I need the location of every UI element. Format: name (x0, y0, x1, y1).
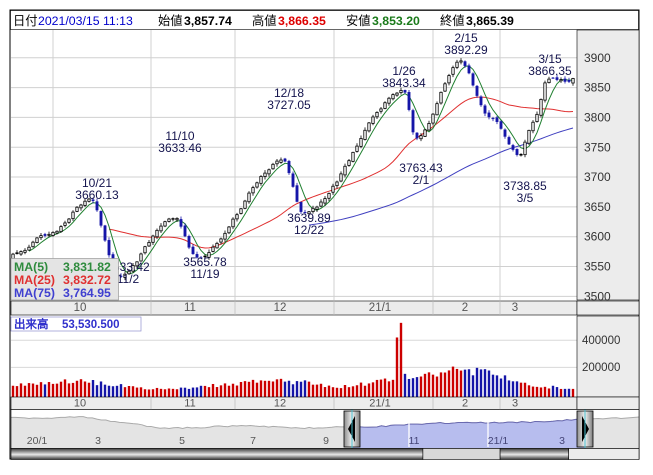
svg-text:12: 12 (274, 398, 286, 410)
svg-text:3: 3 (512, 398, 518, 410)
svg-text:3800: 3800 (584, 110, 611, 124)
svg-text:MA(75): MA(75) (14, 286, 55, 300)
svg-text:3892.29: 3892.29 (444, 43, 488, 57)
svg-text:3,866.35: 3,866.35 (278, 14, 326, 28)
svg-text:11: 11 (409, 435, 420, 447)
svg-text:始値: 始値 (158, 13, 183, 28)
svg-text:3727.05: 3727.05 (267, 98, 311, 112)
svg-text:7: 7 (250, 435, 256, 447)
svg-text:3,865.39: 3,865.39 (466, 14, 514, 28)
svg-text:3633.46: 3633.46 (158, 141, 202, 155)
svg-text:2: 2 (462, 302, 468, 314)
svg-text:出来高: 出来高 (14, 317, 49, 331)
svg-text:3: 3 (95, 435, 101, 447)
svg-text:3850: 3850 (584, 81, 611, 95)
svg-text:3700: 3700 (584, 170, 611, 184)
svg-text:3650: 3650 (584, 200, 611, 214)
svg-text:20/1: 20/1 (27, 435, 48, 447)
svg-text:MA(25): MA(25) (14, 273, 55, 287)
svg-text:3,853.20: 3,853.20 (372, 14, 420, 28)
svg-text:3750: 3750 (584, 140, 611, 154)
svg-text:11: 11 (184, 302, 196, 314)
svg-text:3660.13: 3660.13 (75, 188, 119, 202)
svg-text:21/1: 21/1 (369, 398, 390, 410)
svg-text:11/2: 11/2 (117, 272, 140, 286)
svg-text:10: 10 (74, 398, 86, 410)
svg-text:2/1: 2/1 (413, 173, 430, 187)
svg-text:11/19: 11/19 (190, 267, 219, 281)
svg-text:2: 2 (462, 398, 468, 410)
svg-text:11: 11 (184, 398, 195, 410)
svg-text:12: 12 (274, 302, 287, 314)
svg-text:3,831.82: 3,831.82 (63, 260, 111, 274)
svg-text:21/1: 21/1 (488, 435, 509, 447)
svg-text:終値: 終値 (440, 13, 465, 28)
svg-text:2021/03/15 11:13: 2021/03/15 11:13 (38, 14, 133, 28)
svg-text:3: 3 (512, 302, 518, 314)
svg-text:3600: 3600 (584, 230, 611, 244)
svg-text:3843.34: 3843.34 (382, 76, 426, 90)
svg-text:3550: 3550 (584, 260, 611, 274)
svg-text:3,832.72: 3,832.72 (63, 273, 111, 287)
svg-text:高値: 高値 (252, 13, 277, 28)
svg-text:200000: 200000 (582, 362, 620, 374)
svg-text:日付: 日付 (13, 14, 38, 28)
svg-text:3: 3 (559, 435, 565, 447)
svg-text:400000: 400000 (582, 335, 620, 347)
svg-text:MA(5): MA(5) (14, 260, 48, 274)
svg-text:3,764.95: 3,764.95 (63, 286, 111, 300)
svg-text:12/22: 12/22 (294, 223, 324, 237)
svg-text:5: 5 (179, 435, 185, 447)
svg-text:3,857.74: 3,857.74 (184, 14, 232, 28)
svg-text:10: 10 (74, 302, 87, 314)
svg-text:3/5: 3/5 (517, 191, 534, 205)
svg-text:9: 9 (323, 435, 329, 447)
svg-text:53,530.500: 53,530.500 (62, 319, 120, 331)
svg-text:3866.35: 3866.35 (528, 64, 572, 78)
svg-text:安値: 安値 (346, 13, 371, 28)
svg-text:21/1: 21/1 (369, 302, 391, 314)
svg-text:3900: 3900 (584, 51, 611, 65)
